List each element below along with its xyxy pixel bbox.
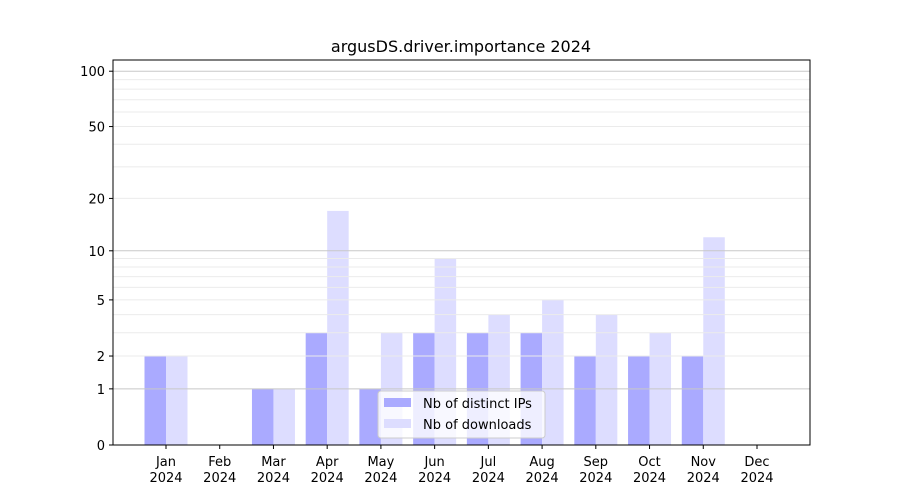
bar-downloads [273, 388, 295, 445]
y-tick-label: 1 [97, 383, 105, 398]
y-tick-label: 10 [88, 245, 105, 260]
bar-distinct-ips [574, 356, 596, 445]
bar-distinct-ips [681, 356, 704, 445]
legend-label: Nb of distinct IPs [423, 397, 532, 412]
y-tick-label: 20 [88, 192, 105, 207]
x-tick-label: Sep 2024 [579, 455, 612, 486]
x-tick-label: Nov 2024 [687, 455, 720, 486]
legend-label: Nb of downloads [423, 418, 532, 433]
legend-swatch [384, 398, 411, 407]
x-axis: Jan 2024 Feb 2024 Mar 2024 Apr 2024 May 2024 Jun 20… [149, 445, 774, 486]
bar-distinct-ips [359, 388, 381, 445]
x-tick-label: Feb 2024 [203, 455, 236, 486]
major-grid-lines [113, 70, 810, 390]
y-tick-label: 50 [88, 121, 105, 136]
x-tick-label: Jan 2024 [149, 455, 182, 486]
x-tick-label: Apr 2024 [311, 455, 344, 486]
bar-downloads [327, 210, 349, 445]
y-axis: 0 1 2 5 10 20 50 100 [80, 65, 113, 454]
legend-swatch [384, 419, 411, 428]
bar-distinct-ips [144, 356, 166, 445]
bar-downloads [166, 356, 188, 445]
x-tick-label: Jul 2024 [472, 455, 505, 486]
x-tick-label: May 2024 [364, 455, 397, 486]
x-tick-label: Dec 2024 [740, 455, 773, 486]
plot-frame [112, 59, 811, 446]
y-tick-label: 0 [97, 439, 105, 454]
x-tick-label: Aug 2024 [526, 455, 559, 486]
x-tick-label: Mar 2024 [257, 455, 290, 486]
legend-box [377, 390, 546, 439]
y-tick-label: 5 [97, 294, 105, 309]
x-tick-label: Oct 2024 [633, 455, 666, 486]
legend: Nb of distinct IPs Nb of downloads [377, 390, 546, 439]
y-tick-label: 100 [80, 65, 105, 80]
bar-downloads [703, 237, 725, 445]
y-tick-label: 2 [97, 350, 105, 365]
x-tick-label: Jun 2024 [418, 455, 451, 486]
bar-downloads [595, 314, 618, 445]
chart-title: argusDS.driver.importance 2024 [331, 37, 591, 56]
bar-distinct-ips [251, 388, 274, 445]
bar-distinct-ips [628, 356, 650, 445]
bar-downloads [542, 299, 564, 445]
